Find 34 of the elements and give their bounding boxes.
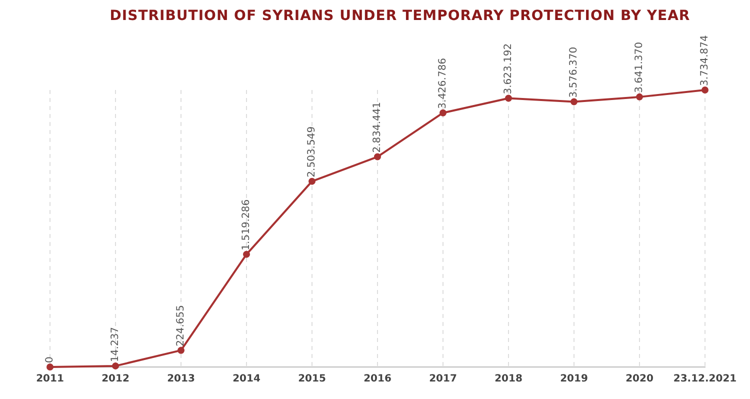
- data-label: 224.655: [176, 304, 187, 346]
- chart-title: DISTRIBUTION OF SYRIANS UNDER TEMPORARY PROTECTION BY YEAR: [108, 8, 692, 24]
- data-label: 14.237: [110, 326, 122, 362]
- data-label: 3.734.874: [700, 35, 711, 86]
- x-tick-label: 2014: [232, 374, 260, 385]
- data-label: 2.834.441: [372, 102, 384, 153]
- data-label: 2.503.549: [306, 126, 318, 178]
- x-tick-label: 2015: [298, 374, 326, 385]
- x-tick-label: 2018: [494, 374, 522, 385]
- point: [374, 153, 381, 160]
- x-tick-label: 2016: [364, 374, 392, 385]
- x-tick-label: 2017: [429, 374, 457, 385]
- point: [46, 364, 54, 370]
- x-tick-label: 2019: [560, 374, 588, 385]
- x-tick-label: 2011: [36, 374, 64, 385]
- point: [112, 362, 119, 370]
- x-tick-label: 2013: [167, 374, 195, 385]
- data-label: 3.576.370: [568, 46, 580, 98]
- point: [243, 250, 250, 258]
- data-label: 3.426.786: [438, 58, 449, 109]
- point: [636, 93, 643, 100]
- point: [440, 109, 446, 116]
- data-label: 3.641.370: [634, 42, 646, 93]
- point: [308, 178, 316, 185]
- data-label: 0: [44, 356, 56, 363]
- x-tick-label: 2012: [102, 374, 130, 385]
- point: [178, 346, 184, 354]
- x-tick-label: 23.12.2021: [673, 374, 737, 385]
- point: [505, 94, 512, 102]
- data-label: 3.623.192: [503, 43, 514, 94]
- x-tick-label: 2020: [626, 374, 654, 385]
- data-label: 1.519.286: [241, 199, 252, 250]
- point: [702, 86, 708, 94]
- point: [570, 98, 578, 106]
